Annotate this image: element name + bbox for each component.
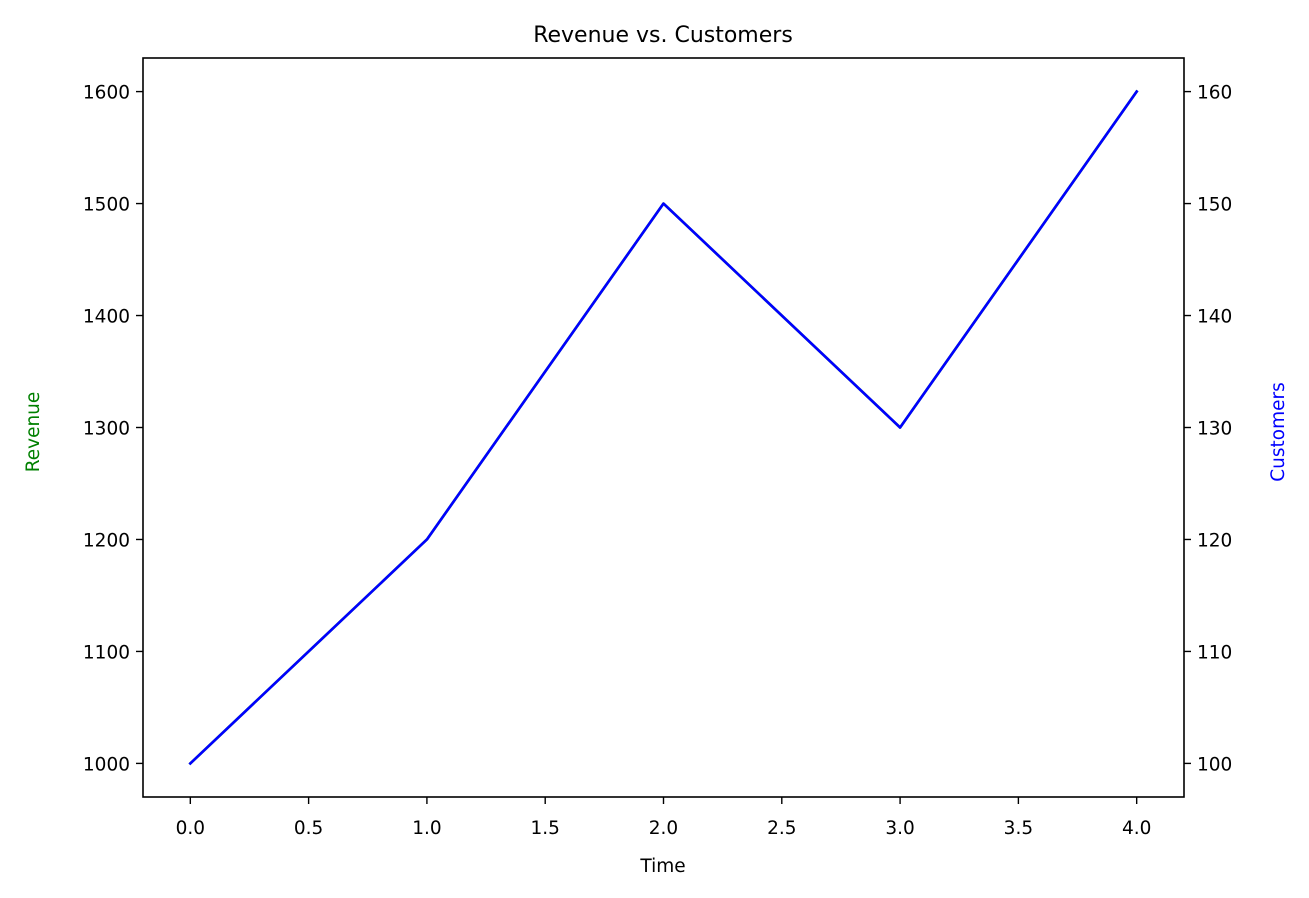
y-axis-left: 1000 1100 1200 1300 1400 1500 1600	[83, 83, 143, 775]
y-axis-right: 100 110 120 130 140 150 160	[1184, 83, 1232, 775]
y-right-tick-label: 110	[1197, 642, 1232, 663]
y-left-tick-label: 1100	[83, 642, 130, 663]
x-tick-label: 0.0	[176, 818, 205, 839]
x-tick-label: 2.0	[649, 818, 678, 839]
x-tick-label: 3.5	[1004, 818, 1033, 839]
x-tick-label: 3.0	[885, 818, 914, 839]
x-axis-label: Time	[639, 856, 685, 877]
x-tick-label: 1.5	[530, 818, 559, 839]
y-left-tick-label: 1300	[83, 419, 130, 440]
y-right-tick-label: 100	[1197, 754, 1232, 775]
x-tick-label: 1.0	[412, 818, 441, 839]
x-tick-label: 4.0	[1122, 818, 1151, 839]
y-right-tick-label: 140	[1197, 307, 1232, 328]
y-right-tick-label: 130	[1197, 419, 1232, 440]
series-line-customers	[188, 89, 1139, 766]
chart-title: Revenue vs. Customers	[533, 23, 793, 48]
y-axis-right-label: Customers	[1268, 382, 1289, 482]
series-layer	[188, 89, 1139, 766]
y-right-tick-label: 150	[1197, 195, 1232, 216]
x-tick-label: 2.5	[767, 818, 796, 839]
x-axis: 0.0 0.5 1.0 1.5 2.0 2.5 3.0 3.5 4.0	[176, 797, 1151, 839]
y-left-tick-label: 1000	[83, 754, 130, 775]
y-left-tick-label: 1500	[83, 195, 130, 216]
y-left-tick-label: 1600	[83, 83, 130, 104]
x-tick-label: 0.5	[294, 818, 323, 839]
y-left-tick-label: 1400	[83, 307, 130, 328]
y-axis-left-label: Revenue	[23, 392, 44, 473]
y-left-tick-label: 1200	[83, 530, 130, 551]
y-right-tick-label: 120	[1197, 530, 1232, 551]
y-right-tick-label: 160	[1197, 83, 1232, 104]
